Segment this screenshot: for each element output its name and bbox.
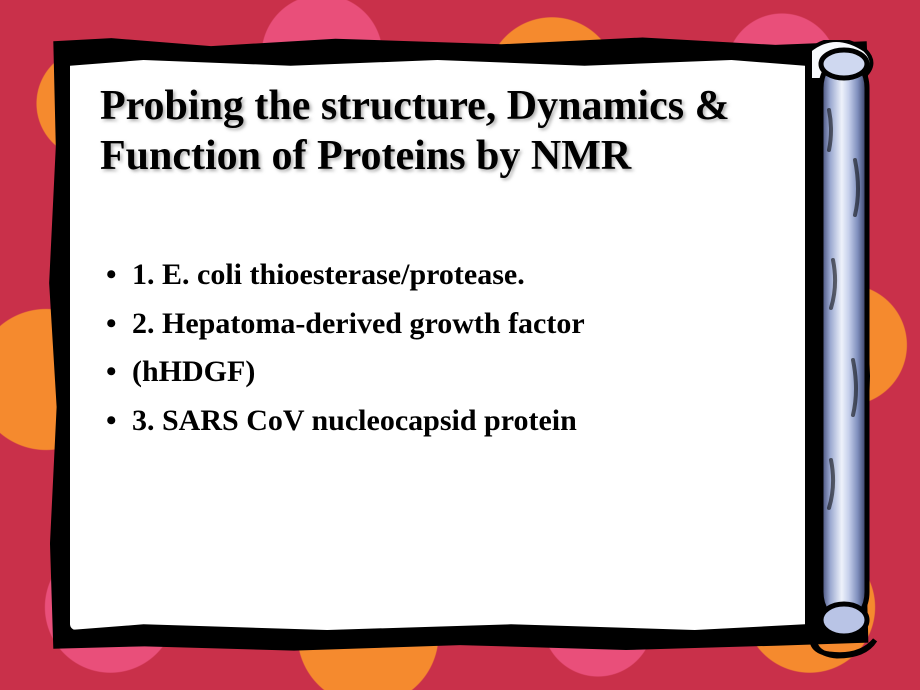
slide-title: Probing the structure, Dynamics & Functi… bbox=[100, 82, 775, 181]
list-item: 2. Hepatoma-derived growth factor bbox=[102, 300, 775, 349]
list-item: 3. SARS CoV nucleocapsid protein bbox=[102, 397, 775, 446]
list-item: 1. E. coli thioesterase/protease. bbox=[102, 251, 775, 300]
slide-stage: Probing the structure, Dynamics & Functi… bbox=[0, 0, 920, 690]
paper-content-area: Probing the structure, Dynamics & Functi… bbox=[70, 60, 805, 630]
list-item: (hHDGF) bbox=[102, 348, 775, 397]
bullet-list: 1. E. coli thioesterase/protease. 2. Hep… bbox=[100, 251, 775, 445]
